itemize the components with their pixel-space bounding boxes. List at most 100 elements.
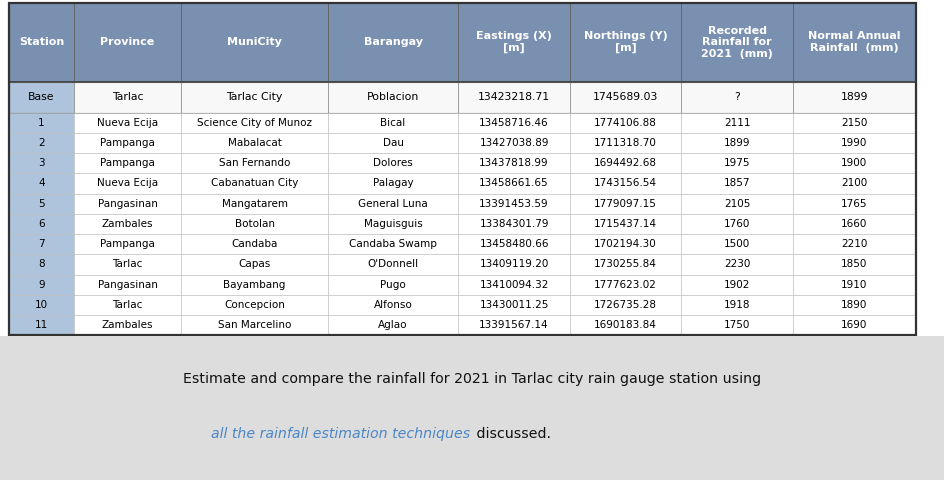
Bar <box>569 3 681 82</box>
Text: 1857: 1857 <box>723 179 750 189</box>
Text: 13391453.59: 13391453.59 <box>479 199 548 209</box>
Bar <box>458 113 569 133</box>
Bar <box>569 254 681 275</box>
Text: 1765: 1765 <box>840 199 867 209</box>
Text: Zambales: Zambales <box>102 219 153 229</box>
Bar <box>9 82 915 113</box>
Text: Cabanatuan City: Cabanatuan City <box>211 179 298 189</box>
Bar <box>74 153 181 173</box>
Bar <box>681 133 792 153</box>
Bar <box>181 275 328 295</box>
Bar <box>328 153 458 173</box>
Bar <box>681 275 792 295</box>
Text: 9: 9 <box>38 280 45 290</box>
Bar <box>569 193 681 214</box>
Bar <box>181 133 328 153</box>
Text: Station: Station <box>19 37 64 47</box>
Bar <box>9 153 74 173</box>
Text: 10: 10 <box>35 300 48 310</box>
Bar <box>328 193 458 214</box>
Text: Estimate and compare the rainfall for 2021 in Tarlac city rain gauge station usi: Estimate and compare the rainfall for 20… <box>183 372 761 386</box>
Text: Pangasinan: Pangasinan <box>97 199 158 209</box>
Bar <box>458 214 569 234</box>
Bar <box>328 3 458 82</box>
Text: 2: 2 <box>38 138 45 148</box>
Bar <box>681 214 792 234</box>
Bar <box>74 275 181 295</box>
Bar <box>328 113 458 133</box>
Bar <box>792 214 915 234</box>
Bar <box>681 315 792 336</box>
Bar <box>569 275 681 295</box>
Text: 1990: 1990 <box>840 138 867 148</box>
Bar <box>181 295 328 315</box>
Bar <box>74 254 181 275</box>
Bar <box>74 315 181 336</box>
Text: Tarlac: Tarlac <box>112 260 143 269</box>
Bar <box>181 315 328 336</box>
Bar <box>328 82 458 113</box>
Text: General Luna: General Luna <box>358 199 428 209</box>
Bar <box>74 133 181 153</box>
Text: Bayambang: Bayambang <box>223 280 286 290</box>
Bar <box>792 133 915 153</box>
Text: 2111: 2111 <box>723 118 750 128</box>
Text: 13437818.99: 13437818.99 <box>479 158 548 168</box>
Text: 1726735.28: 1726735.28 <box>594 300 656 310</box>
Bar <box>9 254 74 275</box>
Text: Palagay: Palagay <box>373 179 413 189</box>
Text: 13458480.66: 13458480.66 <box>479 239 548 249</box>
Bar <box>9 193 74 214</box>
Bar <box>74 173 181 193</box>
Bar <box>569 173 681 193</box>
Text: Northings (Y)
[m]: Northings (Y) [m] <box>583 31 666 53</box>
Text: MuniCity: MuniCity <box>227 37 282 47</box>
Text: 1774106.88: 1774106.88 <box>594 118 656 128</box>
Bar <box>9 3 915 82</box>
Bar <box>681 254 792 275</box>
Text: Province: Province <box>100 37 155 47</box>
Text: 1711318.70: 1711318.70 <box>594 138 656 148</box>
Bar <box>681 295 792 315</box>
Text: 1975: 1975 <box>723 158 750 168</box>
Bar <box>328 275 458 295</box>
Bar <box>458 234 569 254</box>
Bar <box>458 133 569 153</box>
Text: 4: 4 <box>38 179 45 189</box>
Text: 1500: 1500 <box>723 239 750 249</box>
Bar <box>181 82 328 113</box>
Bar <box>9 173 74 193</box>
Text: 13410094.32: 13410094.32 <box>479 280 548 290</box>
Text: 1690183.84: 1690183.84 <box>594 320 656 330</box>
Text: O'Donnell: O'Donnell <box>367 260 418 269</box>
Bar <box>569 295 681 315</box>
Bar <box>74 214 181 234</box>
Bar <box>181 173 328 193</box>
Bar <box>792 234 915 254</box>
Bar <box>74 113 181 133</box>
Bar <box>569 113 681 133</box>
Bar <box>569 153 681 173</box>
Bar <box>9 275 74 295</box>
Bar <box>74 3 181 82</box>
Text: 1902: 1902 <box>723 280 750 290</box>
Text: Zambales: Zambales <box>102 320 153 330</box>
Text: 1890: 1890 <box>840 300 867 310</box>
Text: Dolores: Dolores <box>373 158 413 168</box>
Text: Tarlac: Tarlac <box>112 300 143 310</box>
Text: 11: 11 <box>35 320 48 330</box>
Text: Maguisguis: Maguisguis <box>363 219 422 229</box>
Bar <box>458 193 569 214</box>
Bar <box>458 295 569 315</box>
Bar <box>328 173 458 193</box>
Text: 2230: 2230 <box>723 260 750 269</box>
Text: 1730255.84: 1730255.84 <box>594 260 656 269</box>
Bar <box>681 113 792 133</box>
Bar <box>9 234 74 254</box>
Bar <box>9 295 74 315</box>
Text: Tarlac: Tarlac <box>111 92 143 102</box>
Text: Concepcion: Concepcion <box>224 300 285 310</box>
Text: ?: ? <box>733 92 739 102</box>
Bar <box>792 82 915 113</box>
Bar <box>328 254 458 275</box>
